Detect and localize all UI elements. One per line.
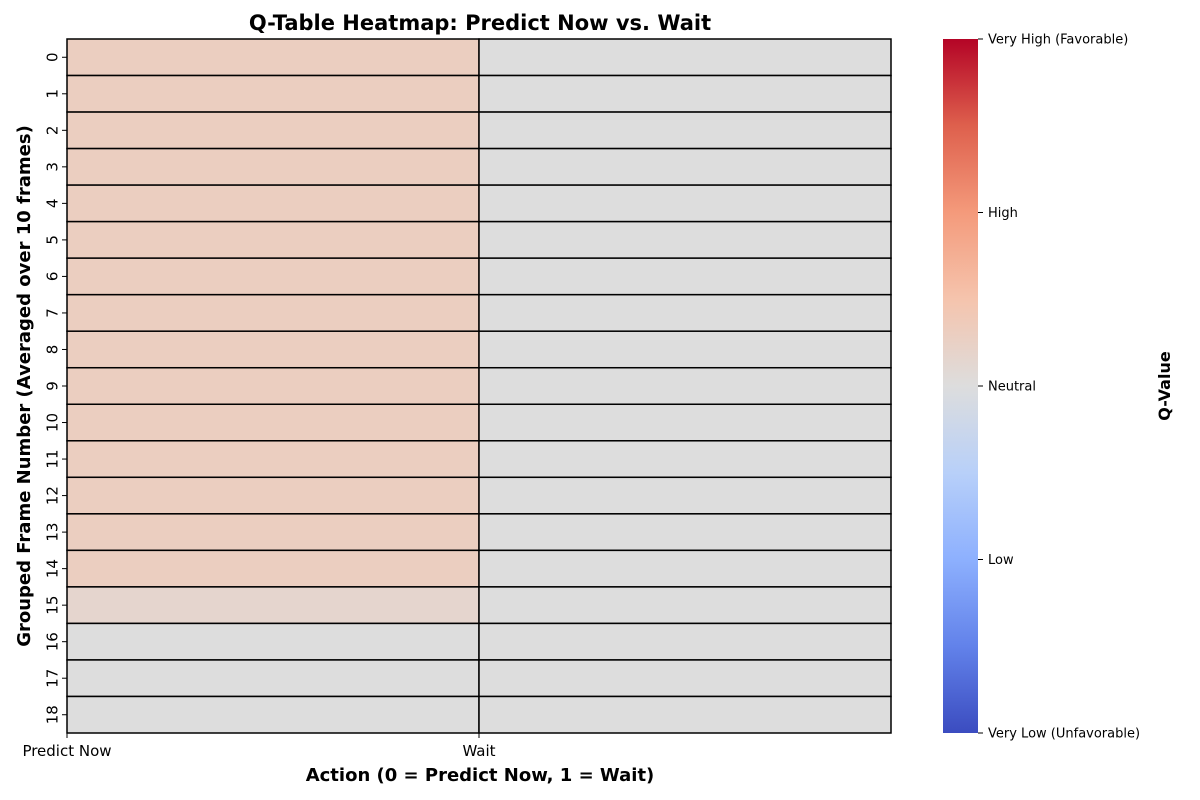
y-tick-label: 18 [43, 705, 61, 724]
y-tick-label: 14 [43, 559, 61, 578]
x-tick-label: Predict Now [22, 742, 111, 760]
heatmap-cell [478, 622, 892, 661]
heatmap-cell [478, 513, 892, 552]
x-tick-labels: Predict Now Wait [22, 733, 496, 760]
heatmap-cell [478, 586, 892, 625]
heatmap-cell [66, 476, 480, 515]
heatmap-cell [66, 330, 480, 369]
y-tick-label: 6 [43, 272, 61, 282]
y-tick-label: 5 [43, 235, 61, 245]
x-axis-label: Action (0 = Predict Now, 1 = Wait) [306, 765, 655, 786]
chart-title: Q-Table Heatmap: Predict Now vs. Wait [249, 11, 711, 35]
colorbar-tick-label: High [988, 206, 1018, 221]
y-tick-label: 8 [43, 345, 61, 355]
heatmap-cell [478, 440, 892, 479]
heatmap-cell [478, 220, 892, 259]
heatmap-cell [66, 366, 480, 406]
heatmap-cell [478, 659, 892, 698]
heatmap-cell [66, 695, 480, 734]
heatmap-cell [66, 622, 480, 661]
colorbar-ticks: Very High (Favorable) High Neutral Low Very … [978, 33, 1140, 742]
heatmap-cells [66, 38, 892, 734]
heatmap-cell [478, 366, 892, 406]
heatmap-cell [66, 111, 480, 150]
y-tick-label: 7 [43, 308, 61, 318]
heatmap-cell [66, 659, 480, 698]
y-tick-label: 16 [43, 632, 61, 651]
y-tick-label: 3 [43, 162, 61, 172]
heatmap-cell [66, 513, 480, 552]
heatmap-cell [478, 184, 892, 223]
heatmap-cell [66, 184, 480, 223]
y-axis-label: Grouped Frame Number (Averaged over 10 f… [14, 125, 35, 647]
y-tick-label: 4 [43, 199, 61, 209]
heatmap-cell [66, 440, 480, 479]
y-tick-label: 15 [43, 596, 61, 615]
colorbar-tick-label: Very High (Favorable) [988, 33, 1128, 48]
colorbar-tick-label: Very Low (Unfavorable) [988, 727, 1140, 742]
heatmap-cell [478, 293, 892, 332]
colorbar-tick-label: Neutral [988, 380, 1036, 395]
heatmap-cell [66, 74, 480, 113]
heatmap-cell [66, 586, 480, 625]
heatmap-cell [66, 549, 480, 588]
heatmap-cell [66, 293, 480, 332]
heatmap-cell [478, 111, 892, 150]
heatmap-cell [478, 403, 892, 442]
heatmap-cell [478, 38, 892, 77]
y-tick-label: 9 [43, 381, 61, 391]
heatmap-cell [478, 330, 892, 369]
heatmap-cell [66, 38, 480, 77]
y-tick-label: 1 [43, 89, 61, 99]
heatmap-cell [478, 695, 892, 734]
y-tick-label: 17 [43, 669, 61, 688]
heatmap-cell [66, 147, 480, 186]
y-tick-label: 13 [43, 523, 61, 542]
heatmap-cell [66, 220, 480, 259]
colorbar [943, 39, 978, 733]
y-tick-label: 2 [43, 126, 61, 136]
y-tick-label: 11 [43, 450, 61, 469]
heatmap-cell [478, 476, 892, 515]
y-tick-label: 12 [43, 486, 61, 505]
heatmap-cell [478, 257, 892, 296]
colorbar-tick-label: Low [988, 553, 1014, 568]
heatmap-cell [66, 257, 480, 296]
x-tick-label: Wait [462, 742, 495, 760]
heatmap-cell [478, 74, 892, 113]
heatmap-cell [478, 147, 892, 186]
colorbar-label: Q-Value [1155, 351, 1174, 421]
heatmap-cell [478, 549, 892, 588]
y-tick-label: 10 [43, 413, 61, 432]
y-tick-label: 0 [43, 52, 61, 62]
heatmap-cell [66, 403, 480, 442]
